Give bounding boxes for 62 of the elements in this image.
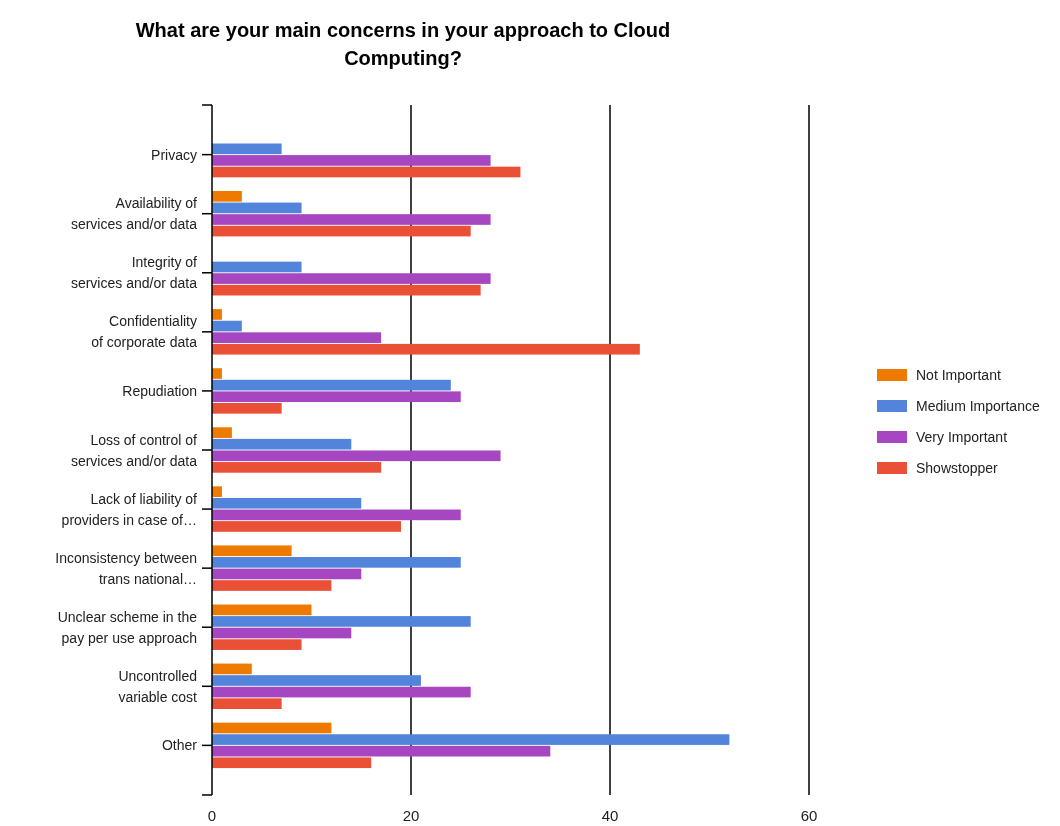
bar [212, 722, 332, 734]
y-tick-label: Confidentiality of corporate data [91, 313, 198, 351]
y-tick-label: Other [161, 737, 198, 754]
bar [212, 343, 640, 355]
bar [212, 545, 292, 557]
y-tick-label: Privacy [151, 146, 197, 163]
bar [212, 379, 451, 391]
legend-label: Very Important [916, 429, 1008, 445]
bar [212, 745, 551, 757]
legend-label: Not Important [916, 367, 1001, 383]
bar [212, 557, 461, 568]
bar [212, 462, 382, 473]
bar [212, 391, 461, 403]
bar [212, 427, 232, 438]
bar [212, 734, 730, 745]
bar [212, 675, 421, 686]
y-tick-label: Inconsistency between trans national… [55, 549, 197, 587]
x-tick-label: 20 [402, 807, 420, 824]
bar [212, 214, 491, 225]
bar [212, 191, 242, 202]
bar [212, 225, 471, 237]
y-tick-label: Availability of services and/or data [70, 195, 198, 233]
bar [212, 627, 352, 639]
bar [212, 261, 302, 273]
bar [212, 273, 491, 284]
bar [212, 309, 222, 320]
bar [212, 202, 302, 214]
bar [212, 320, 242, 332]
bar [212, 497, 362, 509]
bar [212, 757, 372, 769]
bar [212, 284, 481, 296]
bar [212, 568, 362, 580]
bar [212, 521, 402, 532]
bar [212, 166, 521, 178]
y-tick-label: Unclear scheme in the pay per use approach [57, 608, 198, 646]
bar [212, 155, 491, 166]
y-tick-label: Repudiation [122, 382, 197, 399]
legend-label: Medium Importance [916, 398, 1040, 414]
bar [212, 438, 352, 450]
chart-title: What are your main concerns in your approach to Cloud Computing? [135, 19, 671, 69]
bar [212, 486, 222, 498]
y-tick-label: Uncontrolled variable cost [118, 667, 198, 705]
bar [212, 686, 471, 698]
x-tick-label: 0 [207, 807, 217, 824]
y-tick-label: Loss of control of services and/or data [70, 431, 198, 469]
bar [212, 402, 282, 414]
bar [212, 450, 501, 462]
bar [212, 368, 222, 379]
bar [212, 639, 302, 650]
bar [212, 698, 282, 709]
bar [212, 143, 282, 155]
y-tick-label: Integrity of services and/or data [70, 254, 198, 292]
y-tick-label: Lack of liability of providers in case of… [61, 490, 198, 528]
bar [212, 580, 332, 591]
bar [212, 604, 312, 616]
bar [212, 616, 471, 627]
bar [212, 332, 382, 343]
legend-label: Showstopper [916, 460, 999, 476]
x-tick-label: 60 [800, 807, 818, 824]
bar [212, 663, 252, 675]
bar [212, 509, 461, 521]
x-tick-label: 40 [601, 807, 619, 824]
